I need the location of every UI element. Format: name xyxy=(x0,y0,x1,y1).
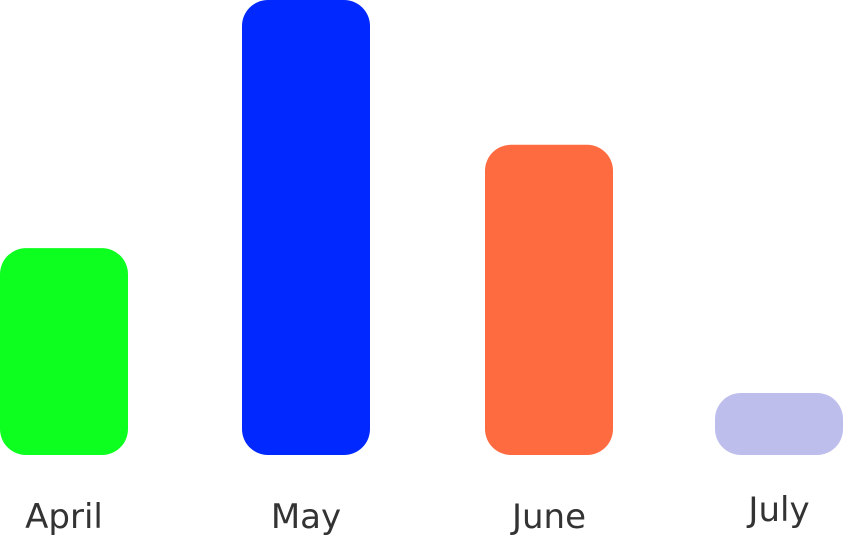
x-tick-label-may: May xyxy=(271,497,341,537)
bars-group xyxy=(0,0,843,456)
bar-april xyxy=(0,248,128,455)
x-tick-label-april: April xyxy=(25,497,103,537)
category-labels-group: April May June July xyxy=(25,490,809,537)
x-tick-label-june: June xyxy=(510,497,586,537)
bar-june xyxy=(485,144,613,456)
bar-july xyxy=(715,392,843,455)
x-tick-label-july: July xyxy=(746,490,809,530)
bar-may xyxy=(242,0,370,455)
